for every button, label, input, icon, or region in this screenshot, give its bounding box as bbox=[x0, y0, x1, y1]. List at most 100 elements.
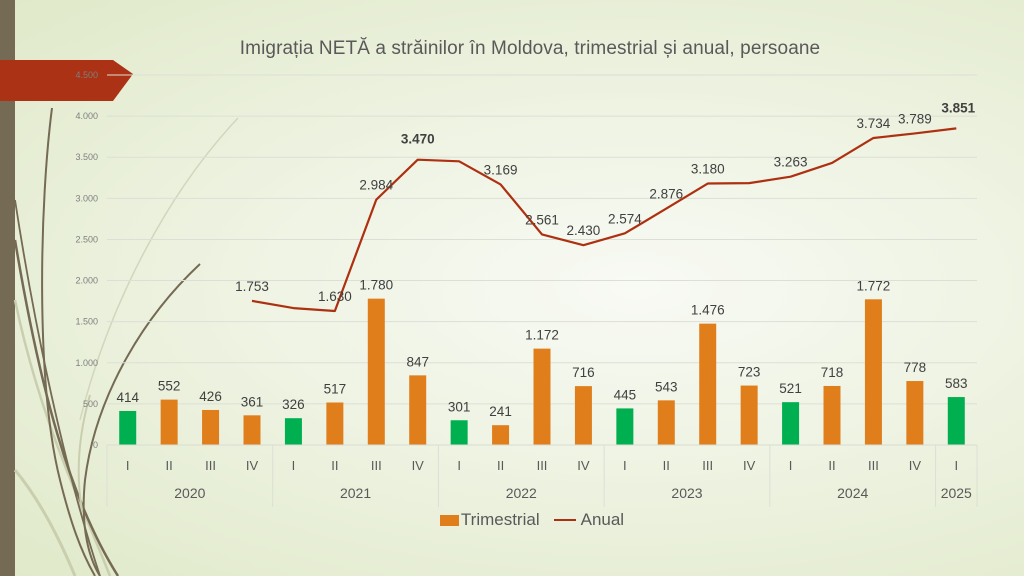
legend-label-trimestrial: Trimestrial bbox=[460, 510, 540, 529]
y-tick-label: 500 bbox=[83, 399, 98, 409]
bar-trimestrial bbox=[284, 418, 302, 445]
bar-trimestrial bbox=[864, 299, 882, 445]
x-tick-quarter: II bbox=[166, 458, 173, 473]
line-data-label: 3.789 bbox=[898, 111, 932, 126]
line-data-label: 3.263 bbox=[774, 155, 808, 170]
y-tick-label: 4.500 bbox=[75, 70, 98, 80]
bar-trimestrial bbox=[616, 408, 634, 445]
y-tick-label: 3.000 bbox=[75, 193, 98, 203]
line-data-label: 3.851 bbox=[941, 100, 975, 115]
x-tick-quarter: III bbox=[868, 458, 879, 473]
bar-data-label: 521 bbox=[779, 381, 802, 396]
x-tick-quarter: I bbox=[126, 458, 130, 473]
bar-data-label: 301 bbox=[448, 399, 471, 414]
bar-trimestrial bbox=[906, 381, 924, 445]
bar-data-label: 326 bbox=[282, 397, 305, 412]
line-data-label: 2.574 bbox=[608, 211, 642, 226]
bar-data-label: 241 bbox=[489, 404, 512, 419]
bar-data-label: 778 bbox=[904, 360, 927, 375]
x-tick-quarter: III bbox=[371, 458, 382, 473]
x-tick-year: 2023 bbox=[671, 485, 702, 501]
bar-trimestrial bbox=[409, 375, 427, 445]
bar-data-label: 718 bbox=[821, 365, 844, 380]
x-tick-quarter: II bbox=[331, 458, 338, 473]
legend-label-anual: Anual bbox=[580, 510, 625, 529]
x-tick-year: 2020 bbox=[174, 485, 205, 501]
bar-data-label: 1.172 bbox=[525, 328, 559, 343]
bar-trimestrial bbox=[947, 397, 965, 445]
line-data-label: 2.430 bbox=[567, 223, 601, 238]
bar-trimestrial bbox=[492, 425, 510, 445]
bar-trimestrial bbox=[202, 409, 220, 445]
x-tick-quarter: I bbox=[292, 458, 296, 473]
line-data-label: 3.734 bbox=[857, 116, 891, 131]
line-data-label: 3.180 bbox=[691, 162, 725, 177]
bar-trimestrial bbox=[740, 385, 758, 445]
x-tick-quarter: I bbox=[623, 458, 627, 473]
bar-data-label: 445 bbox=[614, 387, 637, 402]
x-tick-quarter: III bbox=[205, 458, 216, 473]
line-data-label: 2.561 bbox=[525, 212, 559, 227]
bar-trimestrial bbox=[657, 400, 675, 445]
bar-data-label: 723 bbox=[738, 365, 761, 380]
x-tick-quarter: IV bbox=[743, 458, 756, 473]
bar-data-label: 716 bbox=[572, 365, 595, 380]
deco-curve bbox=[13, 299, 112, 576]
bar-data-label: 552 bbox=[158, 379, 181, 394]
bar-trimestrial bbox=[119, 410, 137, 445]
x-tick-quarter: III bbox=[702, 458, 713, 473]
y-tick-label: 1.500 bbox=[75, 317, 98, 327]
deco-curve bbox=[77, 394, 91, 511]
bar-trimestrial bbox=[243, 415, 261, 445]
title-banner-arrow bbox=[0, 60, 133, 101]
deco-curve bbox=[82, 263, 201, 576]
bar-trimestrial bbox=[823, 385, 841, 445]
line-data-label: 3.169 bbox=[484, 162, 518, 177]
line-data-label: 1.630 bbox=[318, 289, 352, 304]
y-tick-label: 4.000 bbox=[75, 111, 98, 121]
line-data-label: 2.984 bbox=[359, 178, 393, 193]
x-tick-year: 2025 bbox=[941, 485, 972, 501]
deco-curve bbox=[41, 107, 96, 576]
bar-data-label: 517 bbox=[324, 381, 347, 396]
x-tick-quarter: I bbox=[789, 458, 793, 473]
x-tick-quarter: I bbox=[954, 458, 958, 473]
y-tick-label: 2.500 bbox=[75, 234, 98, 244]
y-tick-label: 2.000 bbox=[75, 276, 98, 286]
y-tick-label: 0 bbox=[93, 440, 98, 450]
decorative-side-bar bbox=[0, 0, 15, 576]
deco-curve bbox=[79, 117, 239, 421]
bar-trimestrial bbox=[699, 323, 717, 445]
x-tick-quarter: II bbox=[663, 458, 670, 473]
x-tick-quarter: IV bbox=[577, 458, 590, 473]
bar-data-label: 414 bbox=[116, 390, 139, 405]
legend-swatch-line bbox=[553, 519, 576, 521]
x-tick-quarter: II bbox=[828, 458, 835, 473]
y-tick-label: 3.500 bbox=[75, 152, 98, 162]
bar-data-label: 426 bbox=[199, 389, 222, 404]
bar-trimestrial bbox=[326, 402, 344, 445]
bar-data-label: 1.772 bbox=[857, 278, 891, 293]
x-tick-quarter: IV bbox=[246, 458, 259, 473]
line-data-label: 1.753 bbox=[235, 279, 269, 294]
line-anual bbox=[251, 127, 957, 313]
x-tick-quarter: III bbox=[537, 458, 548, 473]
bar-data-label: 361 bbox=[241, 394, 264, 409]
x-tick-quarter: IV bbox=[909, 458, 922, 473]
bar-data-label: 543 bbox=[655, 379, 678, 394]
x-tick-quarter: I bbox=[457, 458, 461, 473]
chart-title: Imigrația NETĂ a străinilor în Moldova, … bbox=[239, 38, 821, 59]
bar-data-label: 1.780 bbox=[359, 278, 393, 293]
deco-curve bbox=[13, 239, 120, 576]
bar-trimestrial bbox=[782, 402, 800, 445]
deco-curve bbox=[14, 199, 101, 576]
legend-item-trimestrial: Trimestrial bbox=[439, 510, 540, 530]
y-tick-label: 1.000 bbox=[75, 358, 98, 368]
bar-trimestrial bbox=[160, 399, 178, 445]
deco-curve bbox=[13, 469, 77, 576]
bar-data-label: 583 bbox=[945, 376, 968, 391]
bar-data-label: 1.476 bbox=[691, 303, 725, 318]
bar-trimestrial bbox=[450, 420, 468, 445]
x-tick-year: 2022 bbox=[506, 485, 537, 501]
